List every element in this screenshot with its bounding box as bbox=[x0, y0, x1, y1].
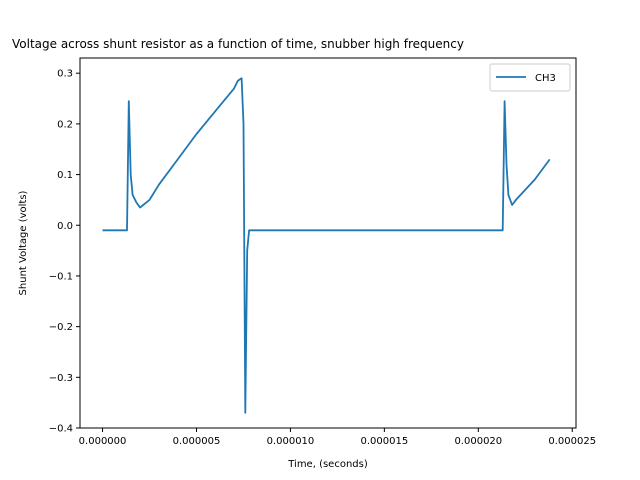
x-tick-label: 0.000025 bbox=[548, 436, 596, 447]
plot-frame bbox=[79, 57, 577, 429]
y-tick-label: −0.1 bbox=[49, 271, 73, 282]
x-tick-label: 0.000010 bbox=[267, 436, 315, 447]
x-tick-label: 0.000015 bbox=[361, 436, 409, 447]
legend: CH3 bbox=[489, 63, 571, 92]
x-tick-label: 0.000000 bbox=[79, 436, 127, 447]
series-layer bbox=[102, 77, 551, 414]
series-line-ch3 bbox=[102, 77, 551, 414]
y-tick-label: 0.2 bbox=[57, 119, 73, 130]
x-tick-label: 0.000005 bbox=[173, 436, 221, 447]
plot-area: 0.000000 0.000005 0.000010 0.000015 0.000020… bbox=[49, 57, 596, 447]
y-tick-label: −0.4 bbox=[49, 424, 73, 435]
y-tick-label: 0.3 bbox=[57, 69, 73, 80]
y-tick-label: 0.0 bbox=[57, 221, 73, 232]
x-axis-ticks: 0.000000 0.000005 0.000010 0.000015 0.000020… bbox=[79, 428, 596, 447]
legend-label-ch3: CH3 bbox=[535, 73, 556, 84]
x-axis-label: Time, (seconds) bbox=[287, 459, 368, 470]
x-tick-label: 0.000020 bbox=[454, 436, 502, 447]
y-tick-label: −0.2 bbox=[49, 322, 73, 333]
legend-box bbox=[489, 63, 571, 92]
y-axis-label: Shunt Voltage (volts) bbox=[18, 190, 29, 295]
y-axis-ticks: −0.4 −0.3 −0.2 −0.1 0.0 0.1 0.2 0.3 bbox=[49, 69, 80, 435]
y-tick-label: −0.3 bbox=[49, 373, 73, 384]
y-tick-label: 0.1 bbox=[57, 170, 73, 181]
chart-title: Voltage across shunt resistor as a funct… bbox=[12, 37, 464, 51]
